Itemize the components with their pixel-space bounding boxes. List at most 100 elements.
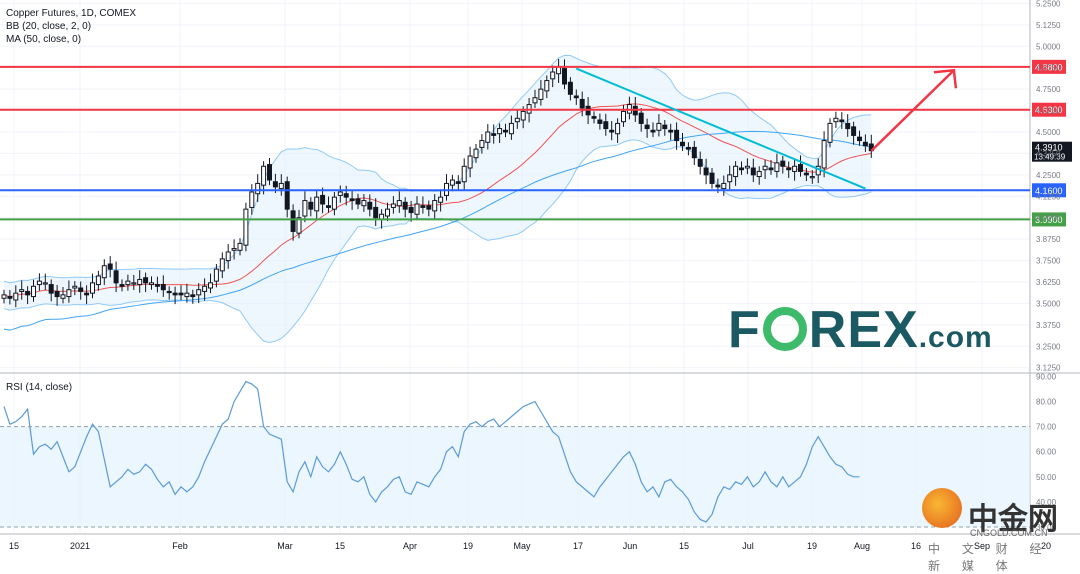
candle-body (455, 181, 461, 184)
candle-body (261, 165, 267, 186)
projection-arrow (870, 69, 955, 152)
candle-body (272, 181, 278, 188)
candle-body (402, 201, 408, 210)
price-tick-label: 5.1250 (1036, 21, 1061, 30)
candle-body (845, 122, 851, 130)
candle-body (137, 278, 143, 286)
price-tick-label: 4.0000 (1036, 214, 1061, 223)
candle-body (550, 71, 556, 80)
candle-body (485, 131, 491, 143)
candle-body (662, 124, 668, 130)
candle-body (78, 287, 84, 292)
candle-body (739, 167, 744, 171)
rsi-tick-label: 60.00 (1036, 448, 1057, 457)
candle-body (213, 268, 219, 282)
candle-body (685, 146, 691, 150)
candle-body (396, 200, 402, 207)
candle-body (90, 282, 95, 294)
candle-body (491, 133, 497, 136)
candle-body (249, 191, 255, 208)
candle-body (461, 165, 467, 183)
candle-body (680, 141, 685, 147)
cngold-name: 中金网 (968, 502, 1058, 537)
candle-body (803, 172, 809, 176)
candle-body (467, 155, 473, 169)
projection-arrow-head (933, 68, 958, 89)
candle-body (827, 122, 833, 143)
candle-body (314, 196, 320, 212)
candle-body (196, 289, 202, 296)
candle-body (149, 282, 154, 286)
time-tick-label: Jul (742, 541, 754, 551)
rsi-band-fill (0, 426, 1030, 527)
candle-body (326, 205, 331, 208)
candle-body (361, 200, 367, 207)
time-tick-label: Mar (277, 541, 293, 551)
watermark-rex: REX (808, 301, 919, 359)
candle-body (54, 290, 60, 298)
candle-body (119, 284, 125, 287)
candle-body (1, 294, 7, 299)
candle-body (567, 81, 573, 95)
candle-body (290, 210, 296, 232)
candle-body (733, 165, 739, 178)
rsi-tick-label: 40.00 (1036, 498, 1057, 507)
candle-body (367, 201, 373, 210)
rsi-tick-label: 90.00 (1036, 373, 1057, 382)
price-tick-label: 4.8750 (1036, 64, 1061, 73)
candle-body (284, 181, 290, 210)
candle-body (84, 292, 90, 296)
candle-body (420, 205, 426, 208)
candle-body (184, 292, 190, 298)
level-label-bg (1032, 212, 1066, 227)
cngold-subtitle: 中 文 财 经 新 媒 体 (928, 542, 1051, 573)
candle-body (839, 119, 845, 123)
time-tick-label: May (513, 541, 531, 551)
candle-body (615, 122, 621, 135)
candle-body (821, 140, 827, 169)
price-tick-label: 3.1250 (1036, 364, 1061, 373)
candle-body (756, 170, 762, 178)
candle-body (355, 198, 361, 205)
candle-body (573, 95, 579, 99)
candle-body (237, 242, 243, 251)
candle-body (267, 164, 272, 181)
candle-body (744, 165, 750, 169)
candle-body (703, 167, 709, 176)
candle-body (160, 284, 166, 291)
candle-body (308, 201, 314, 210)
candle-body (302, 200, 308, 217)
candle-body (208, 282, 213, 289)
level-label: 3.9900 (1035, 215, 1063, 225)
watermark-f: F (728, 301, 761, 359)
candle-body (768, 167, 774, 171)
time-tick-label: 15 (335, 541, 345, 551)
watermark-com: .com (918, 321, 993, 354)
candle-body (674, 129, 680, 142)
candle-body (408, 206, 414, 214)
candle-body (709, 172, 715, 184)
candle-body (473, 148, 479, 159)
cngold-logo-icon (922, 488, 962, 528)
candle-body (798, 164, 803, 172)
candle-body (95, 275, 101, 286)
candle-body (556, 66, 562, 75)
candle-body (166, 290, 172, 294)
candle-body (809, 176, 815, 179)
candle-body (449, 179, 455, 186)
rsi-tick-label: 50.00 (1036, 473, 1057, 482)
time-tick-label: 15 (9, 541, 19, 551)
candle-body (42, 282, 48, 285)
candle-body (385, 208, 390, 217)
candle-body (60, 294, 66, 299)
candle-body (426, 205, 432, 210)
time-tick-label: Apr (403, 541, 417, 551)
candle-body (48, 284, 54, 294)
price-tick-label: 3.6250 (1036, 278, 1061, 287)
candle-body (721, 182, 727, 190)
level-label: 4.1600 (1035, 186, 1063, 196)
candle-body (231, 248, 237, 251)
candle-body (13, 292, 19, 301)
candle-body (390, 203, 396, 208)
